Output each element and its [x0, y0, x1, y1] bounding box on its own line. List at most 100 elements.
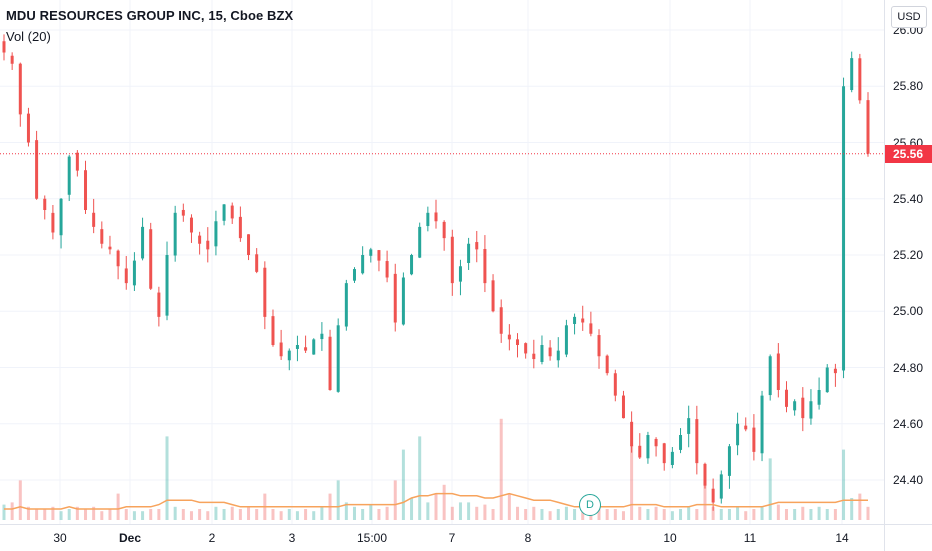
price-tick: 25.20	[893, 248, 924, 262]
volume-bar	[247, 506, 251, 520]
volume-bar	[556, 509, 560, 520]
candle-body	[247, 234, 251, 255]
candle-body	[67, 156, 71, 195]
dividend-marker[interactable]: D	[579, 494, 601, 516]
volume-bar	[548, 511, 552, 520]
volume-bar	[116, 493, 120, 520]
candle-body	[206, 240, 210, 250]
volume-bar	[809, 509, 813, 520]
volume-bar	[238, 509, 242, 520]
volume-bar	[573, 509, 577, 520]
time-tick: 8	[524, 531, 532, 545]
last-price-label: 25.56	[885, 144, 932, 163]
volume-bar	[271, 509, 275, 520]
volume-bar	[760, 506, 764, 520]
price-tick: 24.40	[893, 473, 924, 487]
volume-bar	[2, 504, 6, 520]
candle-body	[499, 307, 503, 334]
volume-bar	[336, 480, 340, 520]
price-chart[interactable]	[0, 0, 884, 524]
candle-body	[801, 397, 805, 419]
candle-body	[255, 254, 259, 272]
volume-bar	[801, 506, 805, 520]
volume-bar	[157, 509, 161, 520]
candle-body	[768, 356, 772, 396]
volume-bar	[613, 509, 617, 520]
volume-bar	[75, 506, 79, 520]
volume-bar	[605, 509, 609, 520]
time-axis[interactable]: 30 Dec 2 3 15:00 7 8 10 11 14	[0, 524, 884, 551]
currency-button[interactable]: USD	[891, 6, 927, 28]
volume-bar	[670, 511, 674, 520]
candle-body	[858, 58, 862, 101]
volume-bar	[312, 511, 316, 520]
volume-bar	[621, 511, 625, 520]
volume-bar	[703, 480, 707, 520]
volume-indicator-label[interactable]: Vol (20)	[6, 29, 51, 44]
symbol-title[interactable]: MDU RESOURCES GROUP INC, 15, Cboe BZX	[6, 8, 294, 23]
candle-body	[695, 419, 699, 464]
candle-body	[2, 41, 6, 53]
chart-area[interactable]: MDU RESOURCES GROUP INC, 15, Cboe BZX Vo…	[0, 0, 884, 524]
volume-bar	[59, 511, 63, 520]
volume-bar	[434, 493, 438, 520]
volume-bar	[581, 511, 585, 520]
volume-bar	[287, 509, 291, 520]
candle-body	[230, 205, 234, 219]
volume-bar	[662, 509, 666, 520]
volume-bar	[711, 506, 715, 520]
candle-body	[589, 323, 593, 334]
candle-body	[410, 255, 414, 275]
candle-body	[866, 100, 870, 154]
volume-bar	[279, 511, 283, 520]
candle-body	[475, 242, 479, 250]
candle-body	[654, 438, 658, 447]
candle-body	[312, 339, 316, 355]
volume-bar	[833, 509, 837, 520]
axis-corner	[884, 524, 932, 551]
volume-bar	[198, 509, 202, 520]
candle-body	[401, 277, 405, 325]
candle-body	[621, 395, 625, 419]
volume-bar	[776, 504, 780, 520]
volume-bar	[768, 458, 772, 520]
candle-body	[556, 350, 560, 361]
volume-bar	[524, 509, 528, 520]
price-axis[interactable]: USD 26.00 25.80 25.60 25.40 25.20 25.00 24.80 2…	[884, 0, 932, 524]
volume-bar	[695, 509, 699, 520]
candle-body	[132, 260, 136, 286]
candle-body	[271, 316, 275, 345]
candle-body	[711, 488, 715, 503]
volume-bar	[467, 502, 471, 520]
volume-bar	[638, 506, 642, 520]
candle-body	[418, 226, 422, 258]
volume-bar	[369, 504, 373, 520]
candle-body	[842, 86, 846, 371]
volume-bar	[540, 509, 544, 520]
candle-body	[304, 347, 308, 351]
candle-body	[809, 401, 813, 419]
time-tick: 14	[835, 531, 849, 545]
volume-bar	[597, 506, 601, 520]
volume-bar	[141, 511, 145, 520]
candle-body	[189, 217, 193, 233]
candle-body	[850, 58, 854, 91]
candle-body	[149, 229, 153, 289]
candle-body	[263, 267, 267, 317]
candle-body	[84, 170, 88, 210]
candle-body	[214, 221, 218, 247]
candle-body	[320, 333, 324, 340]
candle-body	[108, 246, 112, 250]
volume-bar	[377, 509, 381, 520]
candle-body	[173, 212, 177, 256]
candle-body	[776, 353, 780, 390]
volume-bar	[401, 449, 405, 520]
dividend-label: D	[586, 499, 594, 511]
volume-bar	[564, 506, 568, 520]
time-tick: 15:00	[356, 531, 388, 545]
candle-body	[564, 325, 568, 355]
candle-body	[670, 451, 674, 465]
volume-bar	[654, 506, 658, 520]
volume-bar	[344, 502, 348, 520]
candle-body	[662, 443, 666, 464]
